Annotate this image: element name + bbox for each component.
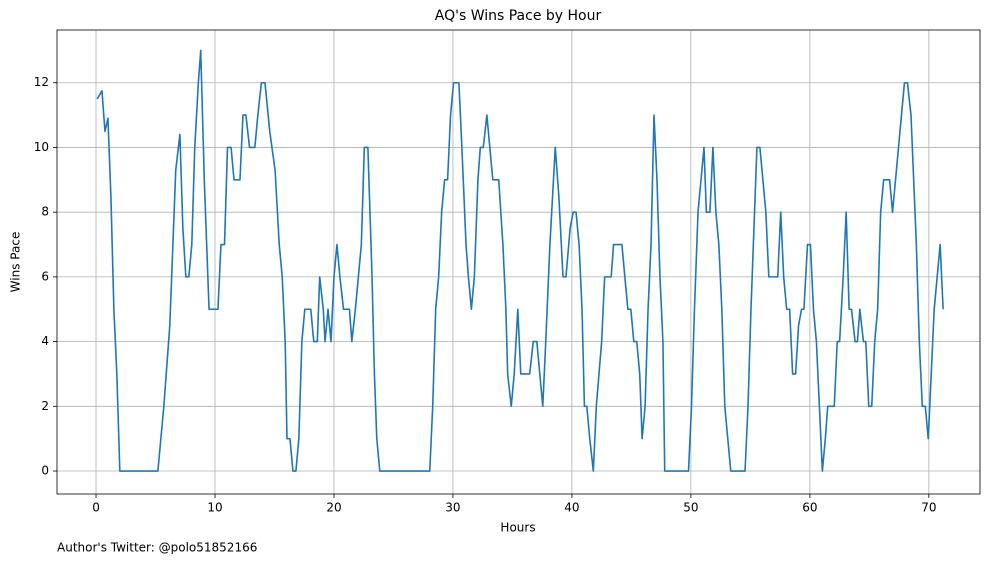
x-axis-label: Hours [500, 521, 535, 535]
y-tick-label: 8 [41, 205, 49, 219]
y-tick-label: 2 [41, 399, 49, 413]
chart-title: AQ's Wins Pace by Hour [435, 8, 602, 24]
y-tick-label: 10 [34, 140, 49, 154]
x-tick-label: 60 [802, 501, 817, 515]
x-tick-label: 40 [564, 501, 579, 515]
plot-frame [56, 29, 981, 495]
x-tick-label: 30 [445, 501, 460, 515]
y-tick-label: 6 [41, 269, 49, 283]
y-tick-label: 4 [41, 334, 49, 348]
line [96, 49, 944, 472]
x-tick-label: 70 [921, 501, 936, 515]
y-tick-label: 12 [34, 75, 49, 89]
x-tick-label: 0 [92, 501, 100, 515]
annotation: Author's Twitter: @polo51852166 [57, 541, 257, 555]
y-axis-label: Wins Pace [9, 232, 23, 293]
x-tick-label: 10 [207, 501, 222, 515]
x-tick-label: 50 [683, 501, 698, 515]
x-tick-label: 20 [326, 501, 341, 515]
y-tick-label: 0 [41, 464, 49, 478]
